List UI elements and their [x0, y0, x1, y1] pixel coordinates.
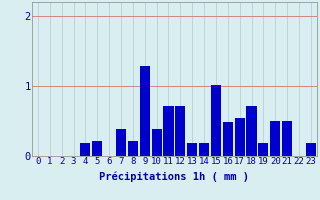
Bar: [140, 66, 150, 156]
Bar: [211, 85, 221, 156]
Bar: [258, 143, 268, 156]
Bar: [175, 106, 185, 156]
Bar: [187, 143, 197, 156]
Bar: [152, 129, 162, 156]
X-axis label: Précipitations 1h ( mm ): Précipitations 1h ( mm ): [100, 172, 249, 182]
Bar: [246, 106, 257, 156]
Bar: [306, 143, 316, 156]
Bar: [80, 143, 91, 156]
Bar: [223, 122, 233, 156]
Bar: [235, 117, 245, 156]
Bar: [270, 121, 280, 156]
Bar: [128, 141, 138, 156]
Bar: [116, 129, 126, 156]
Bar: [282, 121, 292, 156]
Bar: [199, 143, 209, 156]
Bar: [92, 141, 102, 156]
Bar: [164, 106, 173, 156]
